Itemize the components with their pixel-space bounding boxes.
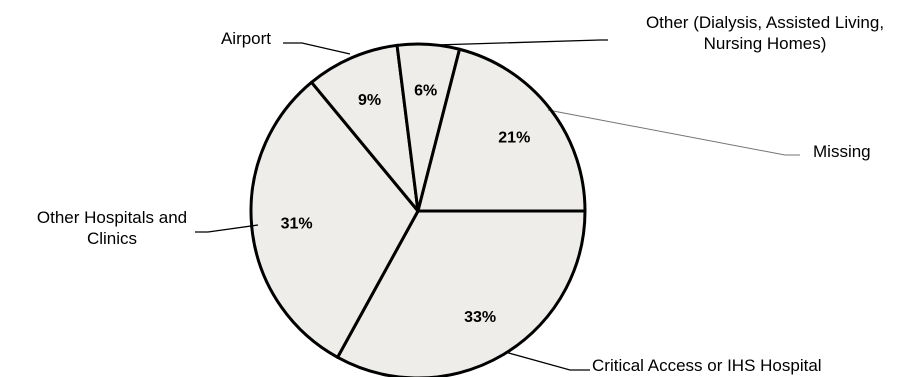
category-labels: Critical Access or IHS Hospital Other Hos… [37, 13, 884, 375]
pie-slice-other-hospitals-and-clinics [249, 80, 420, 359]
leader-line-critical-access-or-ihs-hospital [504, 351, 590, 371]
percent-label-missing: 21% [498, 129, 530, 146]
category-label-line: Missing [813, 142, 871, 161]
leader-line-other-dialysis-assisted-living-nursing-homes [434, 39, 608, 46]
category-label-other-dialysis-assisted-living-nursing-homes: Other (Dialysis, Assisted Living, Nursing… [646, 13, 884, 53]
percent-label-airport: 9% [358, 92, 381, 109]
percent-label-critical-access-or-ihs-hospital: 33% [464, 309, 496, 326]
category-label-line: Nursing Homes) [704, 34, 827, 53]
percent-labels: 33% 31% 9% 6% 21% [281, 82, 531, 326]
category-label-other-hospitals-and-clinics: Other Hospitals and Clinics [37, 208, 187, 248]
leader-line-other-hospitals-and-clinics [195, 224, 259, 233]
pie-slice-critical-access-or-ihs-hospital [336, 209, 587, 377]
pie-slice-missing [416, 47, 587, 213]
category-label-missing: Missing [813, 142, 871, 161]
leader-line-missing [547, 109, 800, 156]
category-label-line: Other Hospitals and [37, 208, 187, 227]
category-label-line: Airport [221, 29, 271, 48]
category-label-airport: Airport [221, 29, 271, 48]
percent-label-other-dialysis-assisted-living-nursing-homes: 6% [414, 82, 437, 99]
pie-slices [249, 42, 587, 377]
leader-line-airport [283, 42, 351, 55]
category-label-line: Critical Access or IHS Hospital [592, 356, 822, 375]
pie-slice-airport [310, 43, 420, 213]
category-label-line: Clinics [87, 229, 137, 248]
category-label-line: Other (Dialysis, Assisted Living, [646, 13, 884, 32]
category-label-critical-access-or-ihs-hospital: Critical Access or IHS Hospital [592, 356, 822, 375]
leader-lines [195, 39, 800, 371]
percent-label-other-hospitals-and-clinics: 31% [281, 216, 313, 233]
